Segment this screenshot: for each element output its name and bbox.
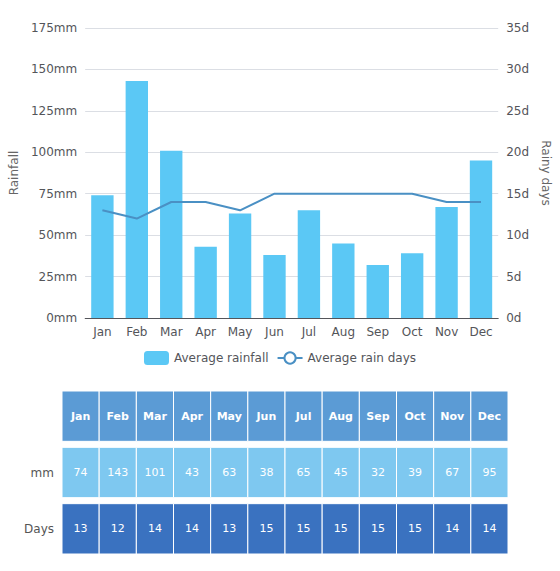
svg-text:Days: Days bbox=[24, 522, 54, 536]
svg-text:Rainy days: Rainy days bbox=[539, 140, 553, 206]
svg-text:175mm: 175mm bbox=[31, 21, 77, 35]
svg-text:50mm: 50mm bbox=[39, 228, 78, 242]
svg-text:38: 38 bbox=[259, 466, 273, 479]
svg-text:Feb: Feb bbox=[126, 325, 147, 339]
svg-text:20d: 20d bbox=[506, 145, 529, 159]
svg-text:Mar: Mar bbox=[160, 325, 183, 339]
svg-text:43: 43 bbox=[185, 466, 199, 479]
svg-text:125mm: 125mm bbox=[31, 104, 77, 118]
svg-text:13: 13 bbox=[74, 522, 88, 535]
svg-text:Jul: Jul bbox=[295, 410, 312, 423]
svg-text:0d: 0d bbox=[506, 311, 521, 325]
svg-text:Dec: Dec bbox=[469, 325, 492, 339]
svg-text:101: 101 bbox=[144, 466, 165, 479]
svg-text:Feb: Feb bbox=[107, 410, 130, 423]
svg-text:32: 32 bbox=[371, 466, 385, 479]
svg-text:Apr: Apr bbox=[195, 325, 216, 339]
svg-text:Sep: Sep bbox=[366, 410, 389, 423]
svg-text:Aug: Aug bbox=[329, 410, 353, 423]
svg-text:150mm: 150mm bbox=[31, 62, 77, 76]
svg-text:13: 13 bbox=[222, 522, 236, 535]
svg-text:25d: 25d bbox=[506, 104, 529, 118]
svg-text:Oct: Oct bbox=[402, 325, 423, 339]
svg-text:Oct: Oct bbox=[405, 410, 426, 423]
svg-text:15: 15 bbox=[408, 522, 422, 535]
svg-text:Dec: Dec bbox=[478, 410, 501, 423]
svg-text:Jul: Jul bbox=[301, 325, 316, 339]
svg-text:Mar: Mar bbox=[143, 410, 167, 423]
svg-text:mm: mm bbox=[31, 466, 54, 480]
svg-text:143: 143 bbox=[107, 466, 128, 479]
svg-text:Aug: Aug bbox=[332, 325, 355, 339]
svg-text:15: 15 bbox=[371, 522, 385, 535]
svg-text:65: 65 bbox=[297, 466, 311, 479]
svg-text:Jun: Jun bbox=[264, 325, 284, 339]
svg-text:15: 15 bbox=[334, 522, 348, 535]
svg-text:75mm: 75mm bbox=[39, 187, 78, 201]
svg-text:15d: 15d bbox=[506, 187, 529, 201]
svg-text:May: May bbox=[217, 410, 242, 423]
svg-text:45: 45 bbox=[334, 466, 348, 479]
svg-text:Rainfall: Rainfall bbox=[7, 151, 21, 196]
svg-text:14: 14 bbox=[185, 522, 199, 535]
svg-text:5d: 5d bbox=[506, 270, 521, 284]
svg-text:Jun: Jun bbox=[256, 410, 277, 423]
svg-text:14: 14 bbox=[148, 522, 162, 535]
svg-text:30d: 30d bbox=[506, 62, 529, 76]
svg-text:74: 74 bbox=[74, 466, 88, 479]
svg-text:Nov: Nov bbox=[435, 325, 458, 339]
svg-text:12: 12 bbox=[111, 522, 125, 535]
svg-text:Average rainfall: Average rainfall bbox=[174, 351, 269, 365]
svg-text:Jan: Jan bbox=[92, 325, 112, 339]
svg-text:Sep: Sep bbox=[366, 325, 389, 339]
svg-text:Apr: Apr bbox=[181, 410, 203, 423]
svg-text:35d: 35d bbox=[506, 21, 529, 35]
svg-text:39: 39 bbox=[408, 466, 422, 479]
svg-text:10d: 10d bbox=[506, 228, 529, 242]
svg-text:0mm: 0mm bbox=[46, 311, 77, 325]
svg-text:67: 67 bbox=[445, 466, 459, 479]
svg-text:May: May bbox=[228, 325, 253, 339]
svg-text:15: 15 bbox=[297, 522, 311, 535]
svg-text:14: 14 bbox=[482, 522, 496, 535]
svg-text:Nov: Nov bbox=[440, 410, 465, 423]
svg-text:Jan: Jan bbox=[70, 410, 90, 423]
svg-text:14: 14 bbox=[445, 522, 459, 535]
svg-text:95: 95 bbox=[482, 466, 496, 479]
svg-text:25mm: 25mm bbox=[39, 270, 78, 284]
svg-text:Average rain days: Average rain days bbox=[308, 351, 416, 365]
svg-text:100mm: 100mm bbox=[31, 145, 77, 159]
svg-text:15: 15 bbox=[259, 522, 273, 535]
svg-text:63: 63 bbox=[222, 466, 236, 479]
